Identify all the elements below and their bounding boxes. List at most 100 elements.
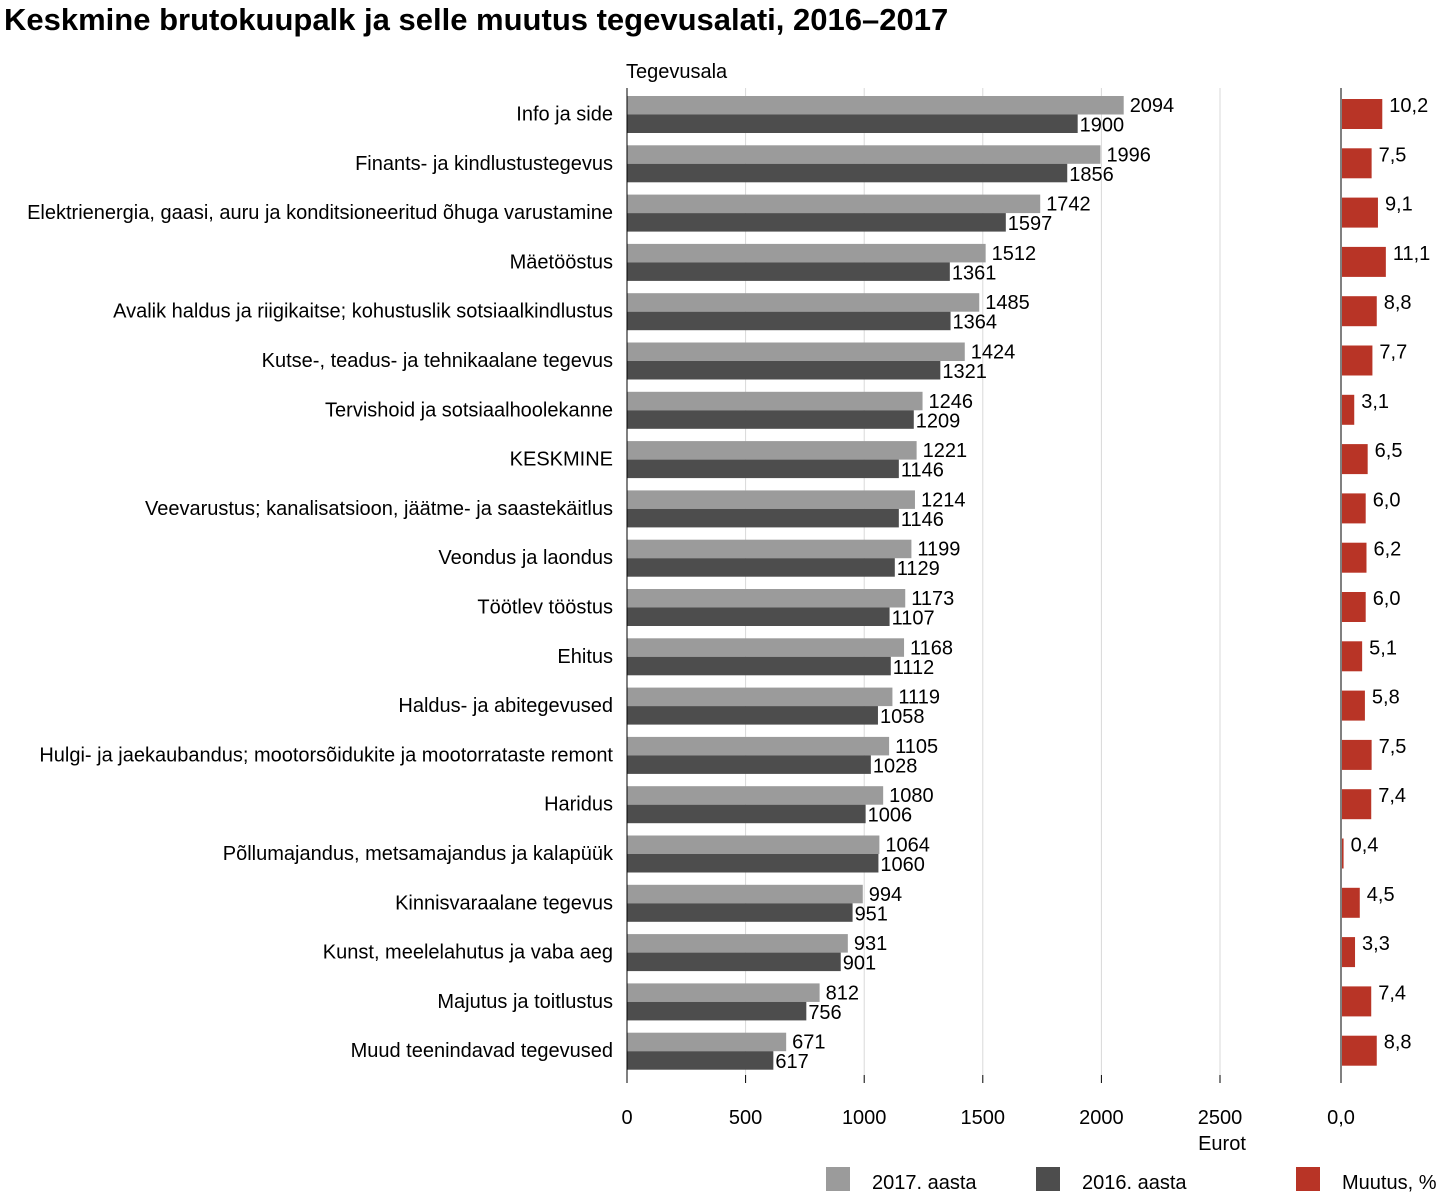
change-bar	[1342, 493, 1366, 524]
bar-2016	[627, 755, 871, 774]
bar-2017	[627, 490, 915, 509]
change-axis-tick-label: 0,0	[1327, 1107, 1355, 1129]
bar-2017	[627, 786, 884, 805]
category-label: Veondus ja laondus	[438, 547, 613, 569]
data-label-2016: 617	[775, 1051, 808, 1073]
bar-2016	[627, 656, 891, 676]
change-bar	[1342, 444, 1368, 475]
change-bar	[1342, 296, 1377, 327]
bar-2016	[627, 1051, 774, 1070]
legend: 2017. aasta 2016. aasta Muutus, %	[826, 1167, 1437, 1194]
bar-2017	[627, 441, 917, 460]
change-bar	[1342, 1035, 1377, 1066]
change-bar	[1342, 739, 1372, 770]
data-label-2017: 994	[869, 884, 902, 906]
axis-tick-label: 2000	[1079, 1107, 1124, 1129]
category-labels: Info ja side Finants- ja kindlustustegevu…	[27, 104, 614, 1063]
data-label-2016: 1058	[880, 706, 925, 728]
change-label: 11,1	[1393, 243, 1430, 265]
change-bar	[1342, 592, 1366, 622]
data-label-2017: 1214	[921, 489, 966, 511]
data-label-2016: 1028	[873, 755, 918, 777]
data-label-2017: 671	[792, 1032, 825, 1054]
category-label: Põllumajandus, metsamajandus ja kalapüük	[223, 843, 614, 865]
bar-2017	[627, 539, 912, 559]
change-label: 0,4	[1351, 835, 1379, 857]
bar-2017	[627, 589, 906, 608]
change-bar	[1342, 197, 1378, 228]
change-bar	[1342, 789, 1372, 820]
value-axis-label: Eurot	[1198, 1133, 1246, 1155]
category-label: Kutse-, teadus- ja tehnikaalane tegevus	[262, 350, 613, 372]
change-bar	[1342, 887, 1360, 918]
data-label-2016: 1112	[893, 657, 935, 679]
change-label: 5,1	[1369, 637, 1397, 659]
bar-2016	[627, 459, 899, 479]
data-label-2016: 1006	[868, 805, 913, 827]
category-label: Kunst, meelelahutus ja vaba aeg	[323, 942, 613, 964]
category-label: Tervishoid ja sotsiaalhoolekanne	[325, 399, 613, 421]
data-label-2016: 1321	[942, 361, 987, 383]
data-label-2016: 1146	[901, 460, 944, 482]
bar-2016	[627, 262, 950, 281]
value-axis: 0 500 1000 1500 2000 2500 0,0	[621, 88, 1355, 1129]
category-axis-label: Tegevusala	[626, 61, 728, 83]
data-label-2017: 812	[826, 982, 859, 1004]
bar-2017	[627, 835, 880, 854]
bar-2017	[627, 1032, 787, 1052]
change-bar	[1342, 345, 1373, 376]
legend-2017-swatch	[826, 1167, 850, 1191]
data-label-2017: 1512	[992, 243, 1037, 265]
data-label-2017: 1996	[1106, 144, 1151, 166]
legend-2016-label: 2016. aasta	[1082, 1172, 1187, 1194]
data-label-2017: 1168	[910, 637, 953, 659]
change-label: 8,8	[1384, 1032, 1412, 1054]
bar-2016	[627, 163, 1068, 183]
category-label: Kinnisvaraalane tegevus	[395, 892, 613, 914]
category-label: Veevarustus; kanalisatsioon, jäätme- ja …	[145, 498, 613, 520]
category-label: Hulgi- ja jaekaubandus; mootorsõidukite …	[39, 744, 613, 766]
data-label-2016: 951	[855, 903, 888, 925]
bar-2017	[627, 145, 1101, 164]
bar-2017	[627, 342, 965, 361]
data-label-2016: 1856	[1069, 164, 1114, 186]
data-label-2017: 1173	[911, 588, 954, 610]
bar-2017	[627, 736, 890, 756]
bar-2016	[627, 607, 890, 626]
change-bar	[1342, 148, 1372, 179]
data-label-2017: 1485	[985, 292, 1029, 314]
bar-2017	[627, 884, 863, 904]
change-bar	[1342, 986, 1372, 1017]
change-label: 8,8	[1384, 292, 1412, 314]
bar-2016	[627, 311, 951, 331]
data-label-2016: 901	[843, 953, 876, 975]
category-label: Haldus- ja abitegevused	[398, 695, 613, 717]
bar-2017	[627, 934, 848, 953]
category-label: Mäetööstus	[510, 251, 613, 273]
bar-2016	[627, 903, 853, 922]
category-label: Majutus ja toitlustus	[437, 991, 613, 1013]
bar-2016	[627, 558, 895, 577]
category-label: Avalik haldus ja riigikaitse; kohustusli…	[113, 301, 613, 323]
bar-2016	[627, 508, 899, 528]
data-label-2016: 756	[808, 1002, 841, 1024]
change-bar	[1342, 394, 1355, 425]
bar-2016	[627, 804, 866, 824]
data-label-2016: 1107	[892, 608, 935, 630]
data-label-2016: 1060	[880, 854, 925, 876]
category-label: Elektrienergia, gaasi, auru ja konditsio…	[27, 202, 613, 224]
category-label: Töötlev tööstus	[477, 597, 613, 619]
category-label: Ehitus	[557, 646, 613, 668]
data-label-2017: 1064	[885, 835, 930, 857]
bar-2017	[627, 638, 905, 657]
change-bar	[1342, 246, 1386, 277]
category-label: Finants- ja kindlustustegevus	[355, 153, 613, 175]
data-label-2016: 1146	[901, 509, 944, 531]
data-label-2017: 1246	[929, 391, 974, 413]
data-label-2016: 1209	[916, 410, 961, 432]
data-label-2017: 2094	[1130, 95, 1175, 117]
change-bar	[1342, 641, 1363, 672]
bar-2017	[627, 243, 986, 263]
bar-2017	[627, 293, 980, 312]
